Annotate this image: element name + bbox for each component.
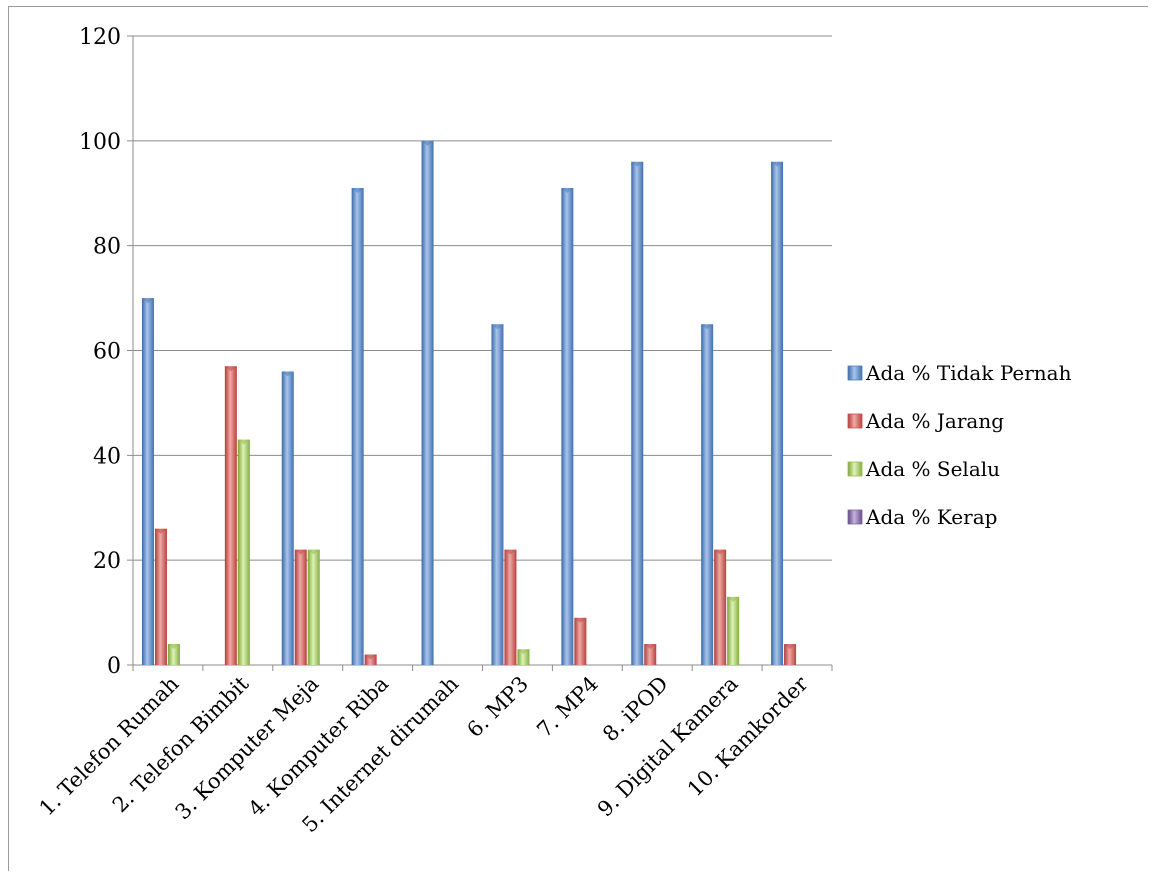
bar-ada-jarang [364,654,377,665]
y-tick-label: 100 [79,130,121,155]
x-tick-label: 7. MP4 [532,672,603,743]
legend-swatch [847,461,863,477]
bar-ada-tidak-pernah [421,140,434,666]
legend-item: Ada % Tidak Pernah [847,361,1072,385]
gridlines [127,35,832,561]
legend-swatch [847,509,863,525]
bar-ada-jarang [224,366,237,665]
bar-ada-selalu [237,439,250,665]
bar-ada-tidak-pernah [141,298,154,665]
legend-item: Ada % Selalu [847,457,1000,481]
y-tick-label: 0 [107,654,121,679]
bar-ada-jarang [504,549,517,665]
legend-label: Ada % Tidak Pernah [865,361,1072,385]
bar-ada-tidak-pernah [281,371,294,665]
bars [141,140,797,666]
y-tick-label: 120 [79,25,121,50]
bar-ada-selalu [307,549,320,665]
legend-swatch [847,413,863,429]
bar-ada-selalu [727,596,740,665]
x-tick-label: 10. Kamkorder [683,671,813,801]
bar-ada-jarang [574,617,587,665]
legend-item: Ada % Kerap [847,505,997,529]
y-tick-label: 60 [93,340,121,365]
legend-swatch [847,365,863,381]
bar-ada-jarang [784,644,797,665]
bar-ada-tidak-pernah [351,188,364,665]
bar-ada-jarang [154,528,167,665]
x-tick-label: 6. MP3 [462,672,533,743]
legend-label: Ada % Kerap [865,505,997,529]
bar-ada-tidak-pernah [701,324,714,665]
bar-ada-selalu [517,649,530,665]
y-tick-label: 20 [93,549,121,574]
chart-frame [8,6,1148,871]
bar-ada-tidak-pernah [631,161,644,666]
bar-ada-jarang [714,549,727,665]
bar-ada-tidak-pernah [561,188,574,665]
legend-label: Ada % Selalu [865,457,1000,481]
legend: Ada % Tidak Pernah Ada % Jarang Ada % Sela… [847,361,1072,529]
bar-ada-tidak-pernah [491,324,504,665]
bar-ada-jarang [294,549,307,665]
x-tick-label: 2. Telefon Bimbit [108,671,254,817]
legend-label: Ada % Jarang [865,409,1004,433]
bar-ada-jarang [644,644,657,665]
y-tick-label: 40 [93,444,121,469]
y-tick-label: 80 [93,235,121,260]
bar-ada-tidak-pernah [771,161,784,666]
legend-item: Ada % Jarang [847,409,1004,433]
bar-ada-selalu [167,644,180,665]
